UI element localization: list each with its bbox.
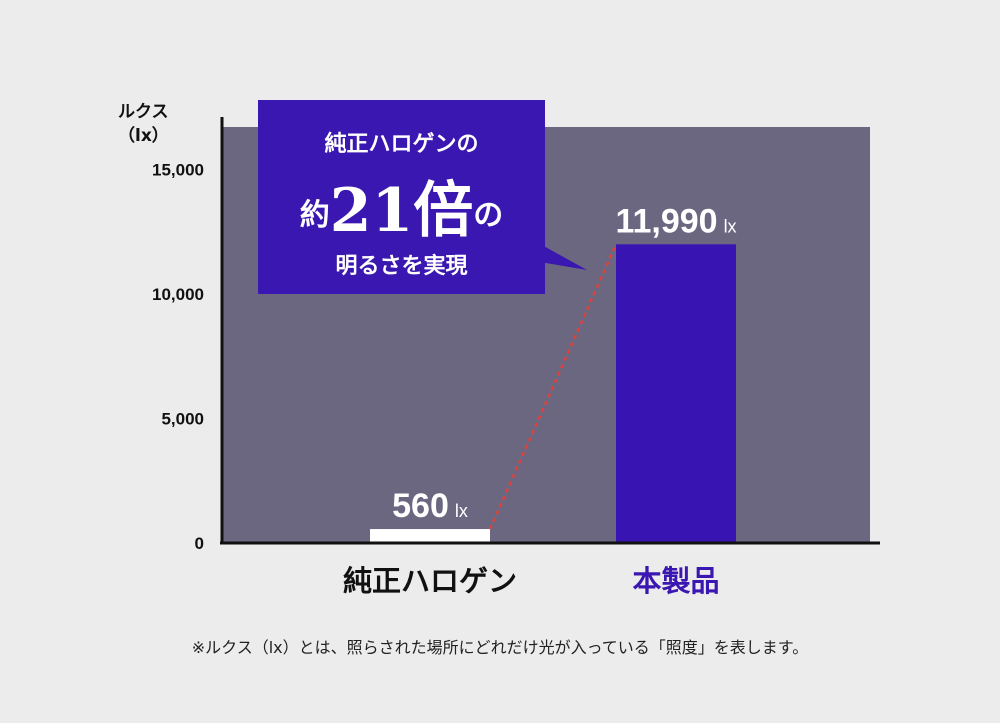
callout-prefix: 約 [299, 198, 330, 233]
bar-halogen [370, 529, 490, 543]
callout-suffix: の [473, 198, 504, 233]
y-tick-label: 5,000 [161, 409, 204, 428]
category-label-product: 本製品 [632, 564, 720, 598]
y-axis-label: ルクス （lx） [118, 100, 208, 148]
bar-product-value-label: 11,990 lx [615, 202, 736, 240]
y-axis-label-line2: （lx） [118, 126, 169, 146]
callout-ratio: 21倍 [329, 176, 474, 246]
callout-line2: 約21倍の [258, 162, 545, 249]
ratio-callout: 純正ハロゲンの 約21倍の 明るさを実現 [258, 100, 545, 294]
bar-halogen-value-label: 560 lx [392, 487, 468, 525]
ratio-connector-line [488, 243, 618, 530]
y-tick-label: 0 [195, 534, 204, 553]
y-axis-label-line1: ルクス [118, 102, 169, 122]
bar-product [616, 244, 736, 543]
y-tick-label: 15,000 [152, 160, 204, 179]
y-tick-label: 10,000 [152, 285, 204, 304]
callout-line1: 純正ハロゲンの [324, 132, 479, 157]
callout-line3: 明るさを実現 [335, 254, 468, 279]
footnote: ※ルクス（lx）とは、照らされた場所にどれだけ光が入っている「照度」を表します。 [191, 638, 809, 657]
category-label-halogen: 純正ハロゲン [342, 564, 517, 598]
callout-pointer [540, 244, 587, 270]
